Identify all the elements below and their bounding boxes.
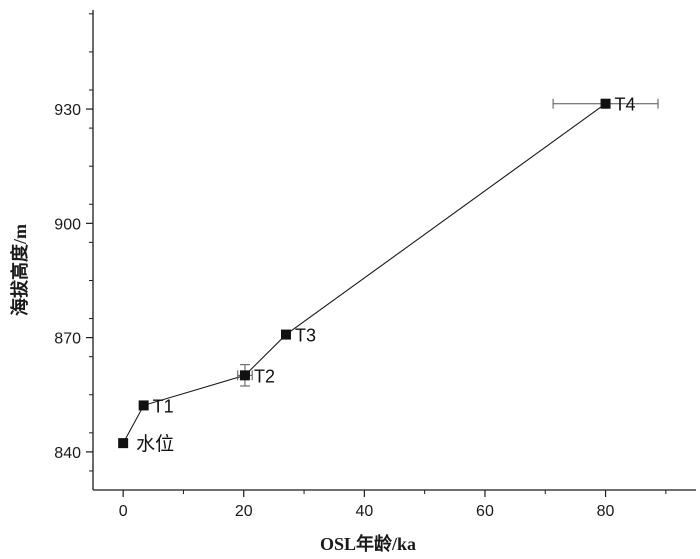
y-tick-label: 930	[54, 102, 81, 119]
data-point-label: T3	[295, 326, 316, 346]
y-tick-label: 840	[54, 445, 81, 462]
y-tick-label: 900	[54, 216, 81, 233]
x-tick-label: 40	[355, 503, 373, 520]
data-point-marker	[280, 329, 291, 340]
x-tick-label: 80	[597, 503, 615, 520]
data-point-marker	[138, 400, 149, 411]
y-axis-ticks: 840 870 900 930	[54, 13, 93, 472]
data-series: 水位 T1 T2 T3 T4	[118, 95, 659, 455]
data-point-label: 水位	[136, 433, 174, 455]
y-tick-label: 870	[54, 331, 81, 348]
data-point-label: T2	[254, 366, 275, 386]
data-point-marker	[118, 438, 129, 449]
x-axis-title: OSL年龄/ka	[320, 533, 416, 554]
x-tick-label: 0	[119, 503, 128, 520]
series-line	[122, 103, 606, 444]
x-tick-label: 20	[235, 503, 253, 520]
x-axis-ticks: 0 20 40 60 80	[119, 490, 667, 520]
data-point-label: T1	[153, 396, 174, 416]
axes	[92, 10, 696, 491]
y-axis-title: 海拔高度/m	[9, 224, 30, 316]
data-point-marker	[600, 98, 611, 109]
data-point-label: T4	[615, 95, 636, 115]
data-point-marker	[239, 370, 250, 381]
x-tick-label: 60	[476, 503, 494, 520]
